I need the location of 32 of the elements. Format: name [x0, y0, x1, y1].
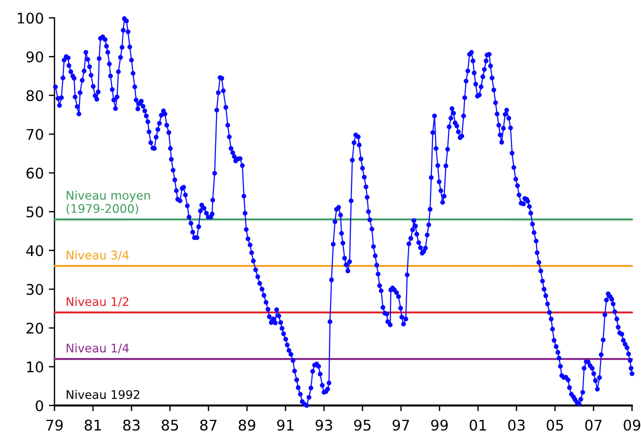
x-tick-label: 79 [46, 420, 63, 431]
y-tick-label: 60 [26, 168, 44, 179]
x-tick-label: 91 [277, 420, 294, 431]
ref-line-label: Niveau 3/4 [66, 250, 129, 260]
y-tick-label: 50 [26, 206, 44, 218]
y-tick-label: 10 [27, 361, 44, 372]
x-tick-label: 09 [624, 420, 640, 431]
x-tick-label: 93 [316, 420, 332, 431]
x-tick-label: 97 [392, 420, 410, 431]
y-tick-label: 40 [26, 245, 44, 256]
ref-line-label: Niveau 1/2 [66, 296, 128, 307]
x-tick-label: 05 [546, 420, 564, 431]
y-tick-label: 70 [26, 128, 44, 140]
y-tick-label: 0 [36, 400, 44, 412]
x-tick-label: 89 [238, 420, 256, 431]
x-tick-label: 99 [431, 420, 448, 431]
y-tick-label: 100 [18, 12, 44, 24]
x-tick-label: 81 [84, 420, 101, 431]
x-tick-label: 87 [200, 420, 217, 431]
ref-line-label: Niveau 1/4 [66, 343, 129, 354]
x-tick-label: 01 [470, 420, 486, 431]
x-tick-label: 83 [123, 420, 140, 431]
x-tick-label: 85 [162, 420, 178, 431]
ref-line-label: Niveau 1992 [66, 390, 140, 400]
x-tick-label: 03 [508, 420, 525, 431]
y-tick-label: 30 [26, 284, 44, 295]
x-tick-label: 07 [585, 420, 602, 431]
y-tick-label: 20 [26, 322, 44, 334]
x-tick-label: 95 [354, 420, 371, 431]
y-tick-label: 80 [26, 90, 44, 102]
ref-line-label: Niveau moyen (1979-2000) [66, 190, 150, 214]
y-tick-label: 90 [26, 51, 44, 62]
